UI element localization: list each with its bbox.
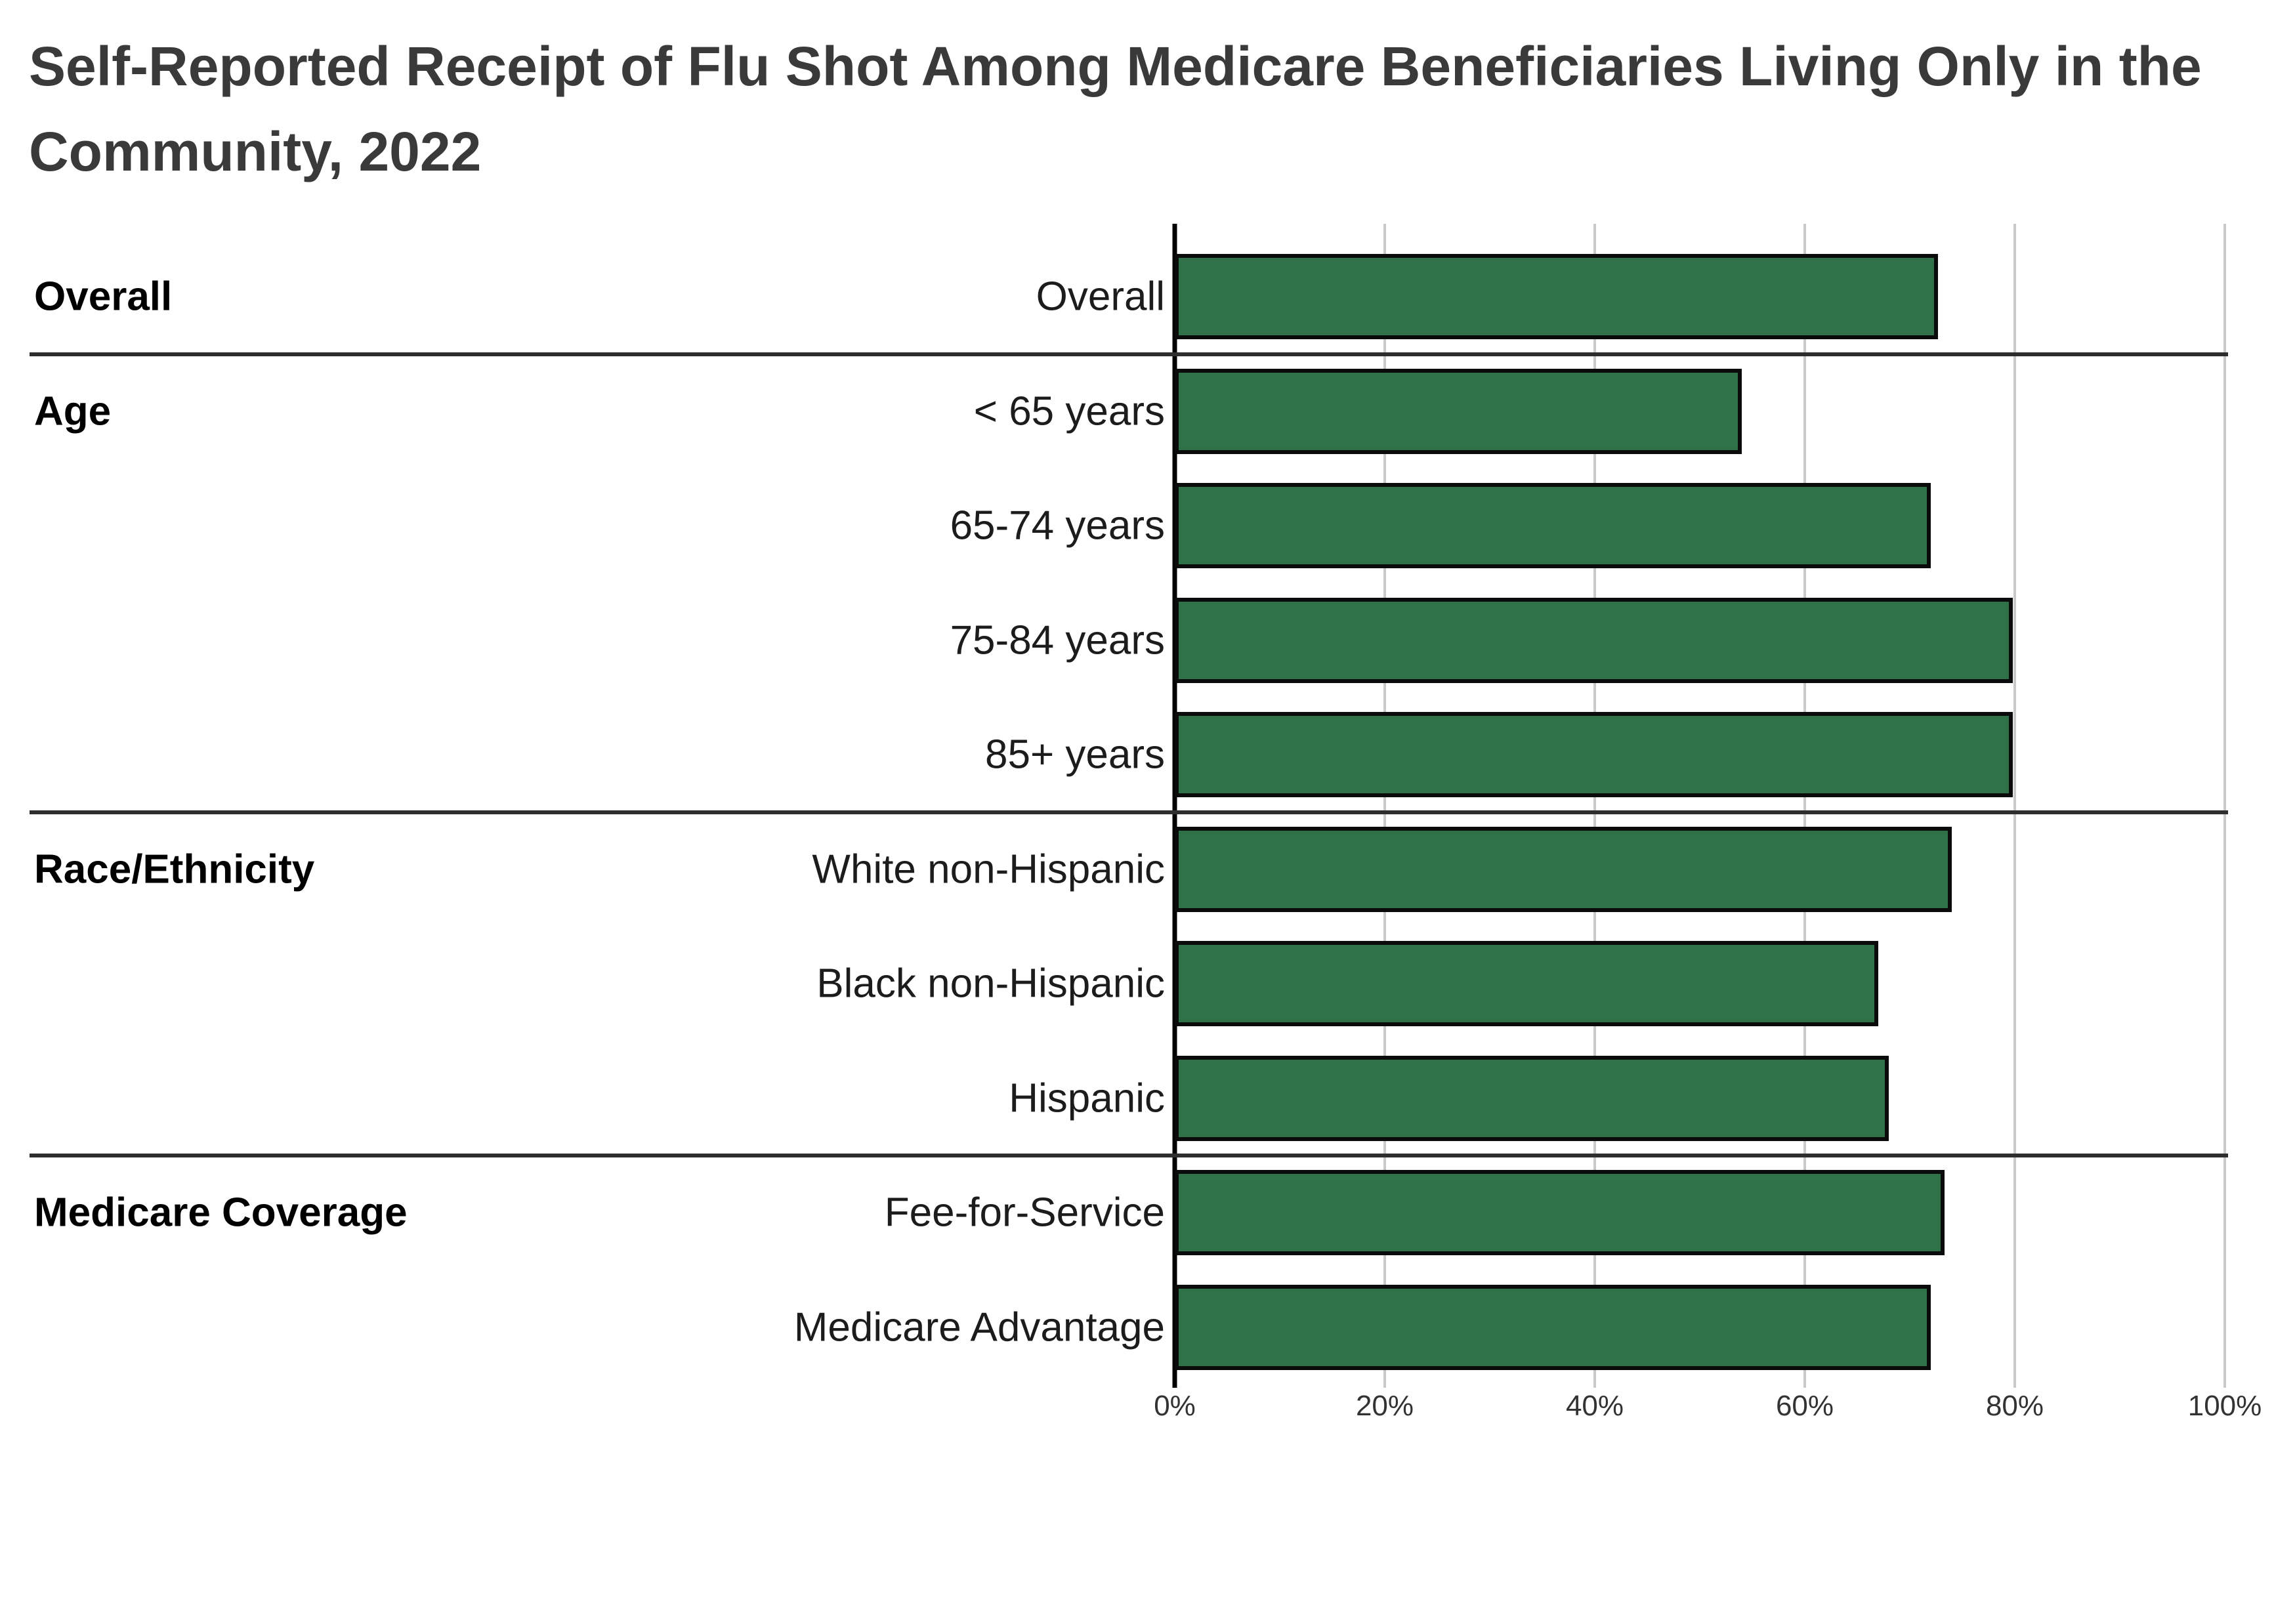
tick-label-40%: 40% bbox=[1565, 1390, 1624, 1422]
row-label: < 65 years bbox=[973, 388, 1165, 434]
bar-white-non-hispanic bbox=[1175, 826, 1952, 912]
bar-overall bbox=[1175, 254, 1939, 340]
row-label: 75-84 years bbox=[950, 617, 1165, 663]
row-label: 85+ years bbox=[984, 732, 1165, 778]
chart-row: 75-84 years bbox=[0, 583, 2274, 698]
chart-row: Overall Overall bbox=[0, 239, 2274, 354]
tick-label-60%: 60% bbox=[1775, 1390, 1834, 1422]
tick-label-100%: 100% bbox=[2187, 1390, 2262, 1422]
group-label: Race/Ethnicity bbox=[34, 846, 315, 892]
group-race-ethnicity: Race/Ethnicity White non-Hispanic Black no… bbox=[0, 810, 2274, 1156]
group-medicare-coverage: Medicare Coverage Fee-for-Service Medicare… bbox=[0, 1154, 2274, 1385]
bar-hispanic bbox=[1175, 1055, 1889, 1141]
chart-row: Race/Ethnicity White non-Hispanic bbox=[0, 812, 2274, 927]
chart-row: Black non-Hispanic bbox=[0, 927, 2274, 1041]
bar-65-74-years bbox=[1175, 483, 1931, 569]
row-label: 65-74 years bbox=[950, 503, 1165, 549]
gridline-80% bbox=[2013, 224, 2016, 1388]
bar-fee-for-service bbox=[1175, 1170, 1945, 1256]
group-separator bbox=[30, 352, 2228, 356]
chart-title-line2: Community, 2022 bbox=[29, 121, 482, 182]
group-label: Age bbox=[34, 388, 112, 434]
row-label: White non-Hispanic bbox=[812, 846, 1165, 892]
chart-row: 65-74 years bbox=[0, 468, 2274, 583]
plot-area: Overall Overall Age < 65 years 65-74 years 75… bbox=[0, 224, 2274, 1391]
gridlines bbox=[0, 224, 2274, 1388]
chart-row: Medicare Coverage Fee-for-Service bbox=[0, 1156, 2274, 1270]
bar-rows: Overall Overall Age < 65 years 65-74 years 75… bbox=[0, 239, 2274, 1385]
gridline-40% bbox=[1593, 224, 1596, 1388]
gridline-60% bbox=[1803, 224, 1806, 1388]
chart-row: Age < 65 years bbox=[0, 354, 2274, 469]
gridline-100% bbox=[2223, 224, 2226, 1388]
x-axis-labels: 0% 20% 40% 60% 80% 100% bbox=[0, 1390, 2274, 1429]
chart-row: Hispanic bbox=[0, 1041, 2274, 1156]
y-axis-line bbox=[1172, 224, 1177, 1388]
group-separator bbox=[30, 810, 2228, 814]
group-overall: Overall Overall bbox=[0, 239, 2274, 354]
chart-row: Medicare Advantage bbox=[0, 1270, 2274, 1385]
row-label: Fee-for-Service bbox=[884, 1190, 1165, 1236]
tick-label-80%: 80% bbox=[1985, 1390, 2044, 1422]
chart-row: 85+ years bbox=[0, 697, 2274, 812]
group-separator bbox=[30, 1154, 2228, 1157]
row-label: Medicare Advantage bbox=[793, 1304, 1165, 1350]
chart-title: Self-Reported Receipt of Flu Shot Among … bbox=[29, 24, 2247, 194]
bar--65-years bbox=[1175, 368, 1742, 454]
bar-75-84-years bbox=[1175, 597, 2013, 683]
tick-label-0%: 0% bbox=[1154, 1390, 1196, 1422]
bar-black-non-hispanic bbox=[1175, 941, 1878, 1027]
bar-85-years bbox=[1175, 712, 2013, 798]
group-age: Age < 65 years 65-74 years 75-84 years 85+ y… bbox=[0, 352, 2274, 812]
bar-medicare-advantage bbox=[1175, 1284, 1931, 1370]
row-label: Black non-Hispanic bbox=[816, 961, 1165, 1007]
row-label: Overall bbox=[1036, 274, 1165, 320]
gridline-20% bbox=[1383, 224, 1386, 1388]
group-label: Medicare Coverage bbox=[34, 1190, 408, 1236]
row-label: Hispanic bbox=[1009, 1075, 1165, 1121]
tick-label-20%: 20% bbox=[1355, 1390, 1414, 1422]
chart-title-line1: Self-Reported Receipt of Flu Shot Among … bbox=[29, 35, 2202, 97]
group-label: Overall bbox=[34, 274, 173, 320]
